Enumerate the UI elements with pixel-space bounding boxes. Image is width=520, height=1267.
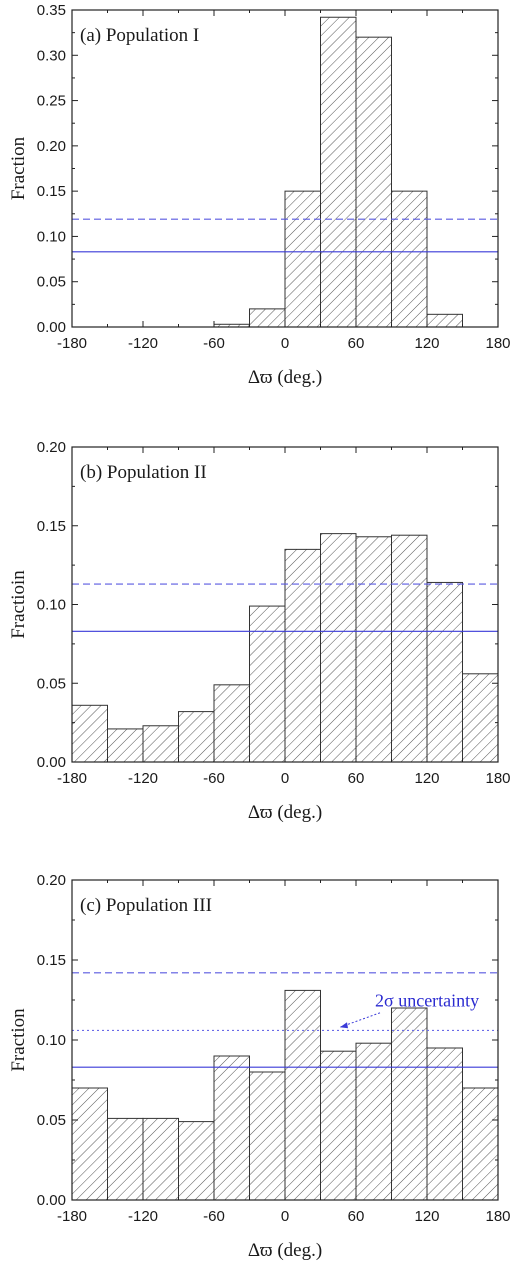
bar-bin-4 <box>320 16 357 328</box>
bar-bin-10 <box>391 1007 428 1201</box>
x-tick-label: -180 <box>57 770 87 787</box>
panel-population-iii: -180 -120 -60 0 60 120 180 0.00 0.05 0.10 0.15 0.20… <box>0 860 520 1267</box>
annotation-arrow <box>339 1012 381 1028</box>
bar-bin-7 <box>284 548 321 763</box>
y-tick-label: 0.05 <box>37 675 66 692</box>
y-axis-label: Fraction <box>8 1008 29 1072</box>
bar-bin-8 <box>320 533 357 763</box>
x-tick-label: 0 <box>281 770 289 787</box>
x-tick-label: -120 <box>128 335 158 352</box>
y-tick-label: 0.00 <box>37 754 66 771</box>
x-tick-label: -120 <box>128 1208 158 1225</box>
x-tick-label: 120 <box>414 770 439 787</box>
y-tick-label: 0.05 <box>37 1112 66 1129</box>
bar-bin-5 <box>213 1055 250 1201</box>
histogram-population-i: -180 -120 -60 0 60 120 180 0.00 0.05 0.10 0.15 0.20… <box>8 2 511 388</box>
bar-bin-8 <box>320 1050 357 1201</box>
panel-population-ii: -180 -120 -60 0 60 120 180 0.00 0.05 0.10 0.15 0.20… <box>0 430 520 840</box>
bar-bin-2 <box>107 1117 144 1201</box>
x-tick-label: -60 <box>203 335 225 352</box>
x-tick-label: -180 <box>57 335 87 352</box>
bar-bin-11 <box>426 1047 463 1201</box>
y-axis-label: Fractioin <box>8 570 29 639</box>
y-tick-label: 0.10 <box>37 597 66 614</box>
x-tick-label: 180 <box>485 335 510 352</box>
x-tick-label: 0 <box>281 335 289 352</box>
panel-title: (c) Population III <box>80 895 212 916</box>
bar-bin-4 <box>178 1121 215 1201</box>
panel-title: (a) Population I <box>80 25 199 46</box>
y-tick-label: 0.20 <box>37 138 66 155</box>
y-tick-label: 0.00 <box>37 319 66 336</box>
x-axis-label: Δϖ (deg.) <box>248 367 322 388</box>
bar-bin-3 <box>142 725 179 763</box>
panel-title: (b) Population II <box>80 462 207 483</box>
x-tick-label: 120 <box>414 335 439 352</box>
bar-bin-1 <box>71 704 108 763</box>
x-tick-label: -120 <box>128 770 158 787</box>
bar-bin-6 <box>249 605 286 763</box>
bar-bin-6 <box>249 1071 286 1201</box>
y-tick-label: 0.05 <box>37 274 66 291</box>
x-tick-label: 180 <box>485 1208 510 1225</box>
histogram-population-ii: -180 -120 -60 0 60 120 180 0.00 0.05 0.10 0.15 0.20… <box>8 439 511 823</box>
bar-bin-4 <box>178 711 215 763</box>
bar-bin-10 <box>391 534 428 763</box>
y-tick-label: 0.15 <box>37 183 66 200</box>
y-tick-label: 0.15 <box>37 952 66 969</box>
y-tick-label: 0.10 <box>37 228 66 245</box>
uncertainty-annotation: 2σ uncertainty <box>375 990 479 1010</box>
x-tick-label: 60 <box>348 770 365 787</box>
y-tick-label: 0.10 <box>37 1032 66 1049</box>
bar-bin-6 <box>391 190 428 328</box>
y-tick-label: 0.25 <box>37 93 66 110</box>
x-axis-label: Δϖ (deg.) <box>248 1240 322 1261</box>
x-tick-label: -180 <box>57 1208 87 1225</box>
x-tick-label: 0 <box>281 1208 289 1225</box>
bar-bin-7 <box>426 313 463 328</box>
bar-bin-3 <box>284 190 321 328</box>
y-tick-label: 0.35 <box>37 2 66 19</box>
bar-bin-3 <box>142 1117 179 1201</box>
x-tick-label: 180 <box>485 770 510 787</box>
x-axis-label: Δϖ (deg.) <box>248 802 322 823</box>
bar-bin-7 <box>284 989 321 1201</box>
x-tick-label: 120 <box>414 1208 439 1225</box>
bar-bin-1 <box>71 1087 108 1201</box>
histogram-population-iii: -180 -120 -60 0 60 120 180 0.00 0.05 0.10 0.15 0.20… <box>8 872 511 1261</box>
y-axis-label: Fraction <box>8 136 29 200</box>
y-tick-label: 0.20 <box>37 439 66 456</box>
bar-bin-12 <box>462 1087 499 1201</box>
x-tick-label: 60 <box>348 335 365 352</box>
bar-bin-11 <box>426 581 463 763</box>
bar-bin-5 <box>213 684 250 763</box>
y-tick-label: 0.20 <box>37 872 66 889</box>
x-tick-label: 60 <box>348 1208 365 1225</box>
x-tick-label: -60 <box>203 770 225 787</box>
y-tick-label: 0.00 <box>37 1192 66 1209</box>
bar-bin-12 <box>462 673 499 763</box>
bar-bin-2 <box>249 308 286 328</box>
bar-bin-5 <box>355 36 392 328</box>
x-tick-label: -60 <box>203 1208 225 1225</box>
bar-bin-9 <box>355 536 392 763</box>
bar-bin-2 <box>107 728 144 763</box>
y-tick-label: 0.15 <box>37 518 66 535</box>
y-tick-label: 0.30 <box>37 47 66 64</box>
panel-population-i: -180 -120 -60 0 60 120 180 0.00 0.05 0.10 0.15 0.20… <box>0 0 520 410</box>
